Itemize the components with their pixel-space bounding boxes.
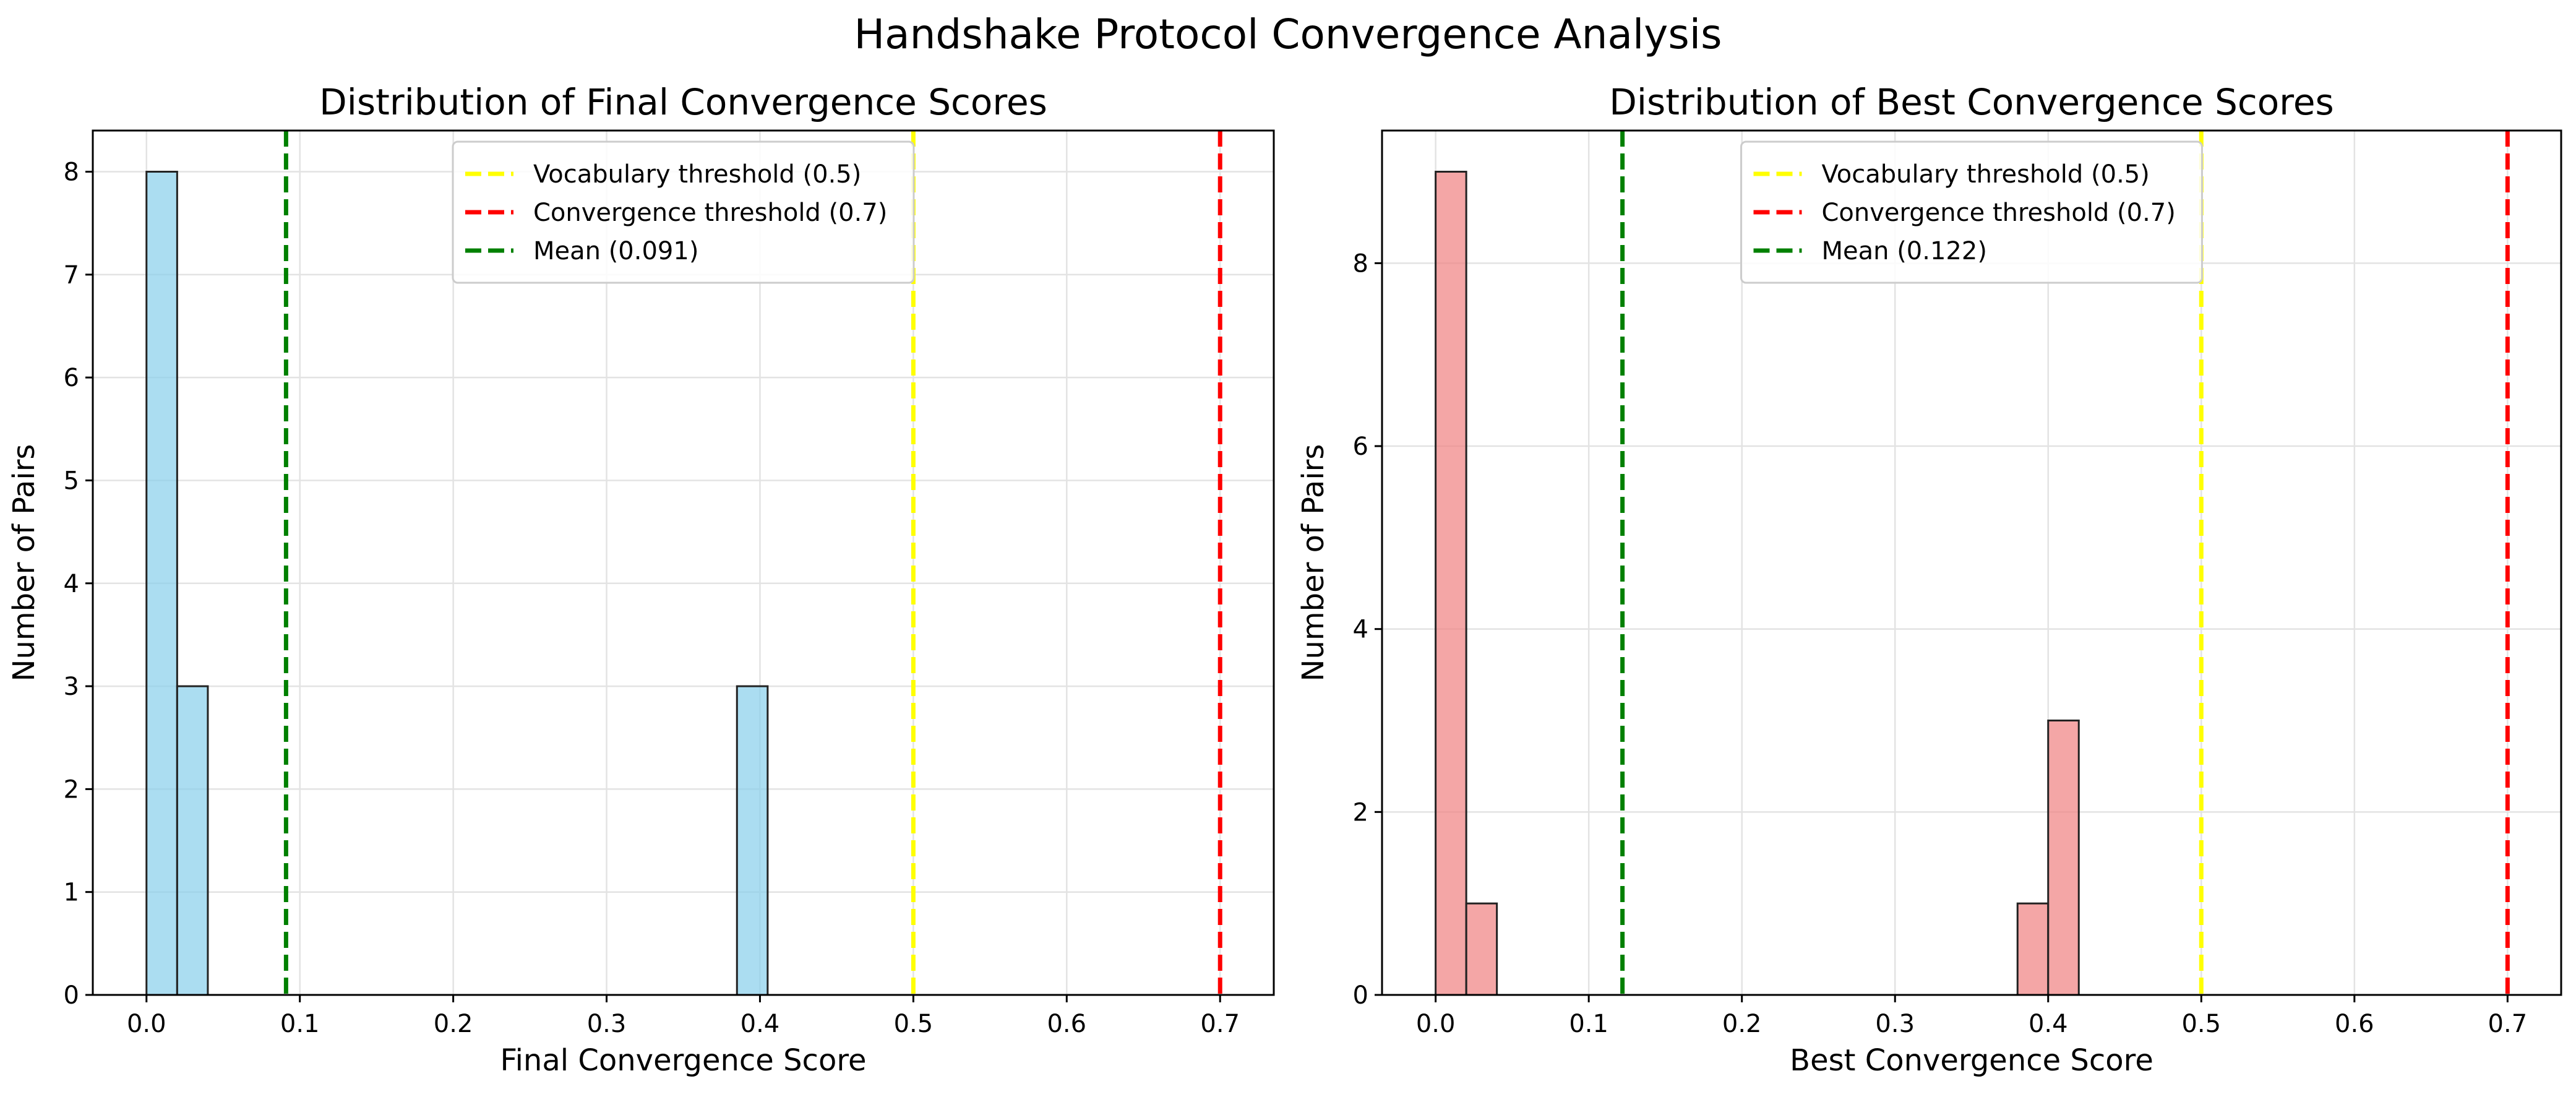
- x-tick-label: 0.2: [434, 1010, 473, 1038]
- x-axis-label: Best Convergence Score: [1790, 1043, 2153, 1078]
- chart-title: Distribution of Final Convergence Scores: [319, 81, 1047, 123]
- axes-frame: [92, 129, 1275, 996]
- legend-label: Convergence threshold (0.7): [533, 199, 887, 227]
- y-tick-label: 4: [1353, 616, 1368, 644]
- legend-label: Mean (0.122): [1822, 237, 1987, 265]
- legend: Vocabulary threshold (0.5) Convergence th…: [452, 140, 915, 284]
- y-tick-label: 6: [64, 364, 79, 392]
- y-tick-label: 3: [64, 673, 79, 701]
- y-tick-label: 2: [1353, 798, 1368, 827]
- axes-frame: [1381, 129, 2562, 996]
- histogram-bar: [1435, 171, 1467, 996]
- histogram-bar: [2016, 902, 2050, 996]
- y-tick-label: 2: [64, 775, 79, 804]
- y-tick-label: 8: [64, 158, 79, 187]
- histogram-bar: [2047, 720, 2080, 996]
- y-tick-label: 7: [64, 261, 79, 290]
- histogram-bar: [736, 685, 769, 996]
- legend-box: [452, 140, 915, 284]
- best-score-panel: 0.0 0.1 0.2 0.3 0.4 0.5 0.6 0.7 0 2 4 6 8 Distributio…: [1296, 81, 2562, 1078]
- x-tick-label: 0.2: [1722, 1010, 1762, 1038]
- x-tick-label: 0.5: [894, 1010, 934, 1038]
- y-tick-label: 4: [64, 570, 79, 598]
- legend-label: Vocabulary threshold (0.5): [533, 160, 861, 189]
- x-tick-label: 0.4: [741, 1010, 780, 1038]
- legend-box: [1740, 140, 2203, 284]
- histogram-bar: [176, 685, 209, 996]
- x-tick-label: 0.4: [2029, 1010, 2068, 1038]
- x-tick-label: 0.6: [1047, 1010, 1086, 1038]
- legend-label: Vocabulary threshold (0.5): [1822, 160, 2150, 189]
- y-tick-label: 0: [64, 981, 79, 1010]
- y-tick-label: 1: [64, 879, 79, 907]
- chart-title: Distribution of Best Convergence Scores: [1609, 81, 2334, 123]
- y-tick-label: 6: [1353, 432, 1368, 461]
- figure-title: Handshake Protocol Convergence Analysis: [854, 11, 1722, 58]
- y-axis-label: Number of Pairs: [7, 444, 41, 682]
- x-tick-label: 0.0: [127, 1010, 166, 1038]
- y-tick-label: 8: [1353, 249, 1368, 278]
- final-score-panel: 0.0 0.1 0.2 0.3 0.4 0.5 0.6 0.7 0 1 2 3 4 5 6 7 8 Distrib…: [7, 81, 1275, 1078]
- x-tick-label: 0.3: [587, 1010, 627, 1038]
- y-axis-label: Number of Pairs: [1296, 444, 1331, 682]
- x-tick-label: 0.3: [1875, 1010, 1915, 1038]
- x-tick-label: 0.7: [2488, 1010, 2528, 1038]
- x-tick-label: 0.5: [2181, 1010, 2221, 1038]
- legend: Vocabulary threshold (0.5) Convergence th…: [1740, 140, 2203, 284]
- y-tick-label: 5: [64, 467, 79, 495]
- legend-label: Convergence threshold (0.7): [1822, 199, 2176, 227]
- histogram-bar: [1465, 902, 1498, 996]
- x-tick-label: 0.7: [1200, 1010, 1240, 1038]
- x-axis-label: Final Convergence Score: [500, 1043, 866, 1078]
- x-tick-label: 0.0: [1416, 1010, 1456, 1038]
- x-tick-label: 0.1: [1569, 1010, 1608, 1038]
- x-tick-label: 0.1: [280, 1010, 320, 1038]
- histogram-bar: [145, 171, 178, 996]
- x-tick-label: 0.6: [2335, 1010, 2374, 1038]
- y-tick-label: 0: [1353, 981, 1368, 1010]
- legend-label: Mean (0.091): [533, 237, 698, 265]
